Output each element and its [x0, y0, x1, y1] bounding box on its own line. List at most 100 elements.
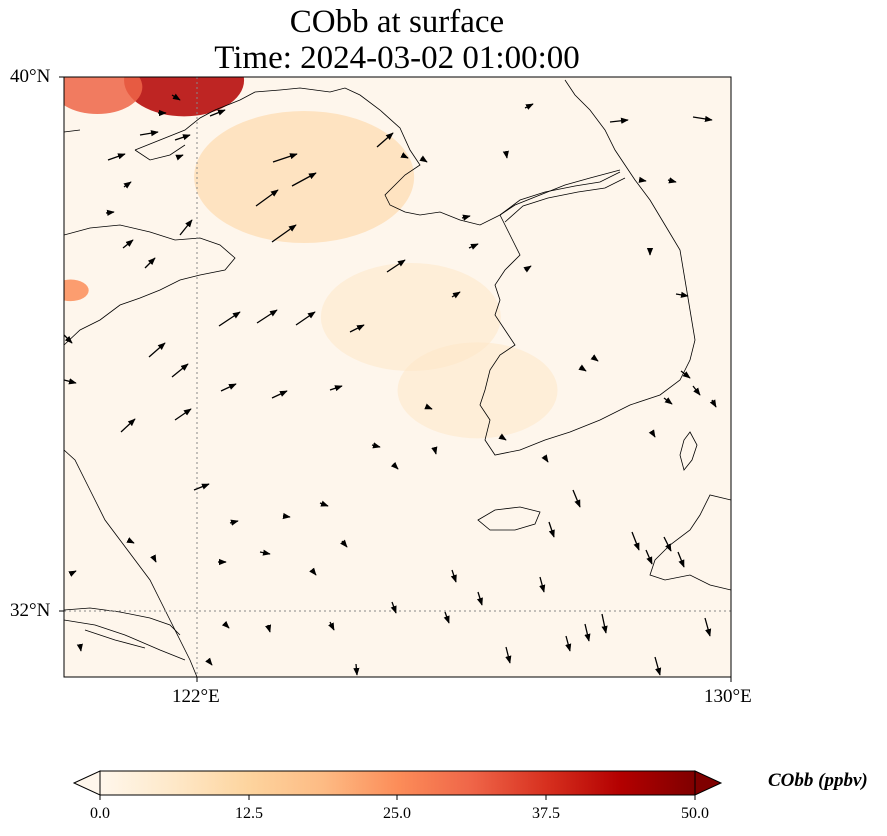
map-plot-area — [64, 77, 731, 677]
wind-vector-arrow — [68, 570, 77, 577]
lat-label-32: 32°N — [10, 600, 51, 621]
wind-vector-arrow — [565, 635, 572, 652]
wind-vector-arrow — [255, 189, 279, 207]
wind-vector-arrow — [667, 177, 677, 184]
concentration-hotspot — [124, 77, 245, 117]
wind-vector-arrow — [450, 569, 457, 583]
wind-vector-arrow — [148, 342, 166, 358]
wind-vector-arrow — [601, 613, 608, 634]
wind-vector-arrow — [282, 512, 291, 520]
wind-vector-arrow — [291, 172, 317, 187]
wind-vector-arrow — [179, 219, 193, 236]
wind-vector-arrow — [122, 239, 134, 249]
wind-vector-arrow — [609, 117, 629, 124]
colorbar-tick-3: 37.5 — [532, 805, 560, 822]
lat-label-40: 40°N — [10, 66, 51, 87]
wind-vector-arrow — [638, 176, 647, 183]
wind-vector-arrow — [476, 591, 483, 606]
wind-vector-arrow — [64, 334, 73, 344]
wind-vector-arrow — [692, 385, 701, 396]
wind-vector-arrow — [443, 611, 450, 624]
axis-ticks — [59, 76, 732, 682]
wind-vector-arrow — [390, 461, 399, 470]
wind-vector-arrow — [174, 134, 191, 141]
wind-vector-arrow — [654, 656, 662, 676]
wind-vector-arrow — [451, 291, 461, 299]
wind-vector-arrow — [680, 370, 691, 379]
wind-vector-arrow — [663, 536, 672, 552]
concentration-hotspot — [320, 263, 501, 371]
title-line2: Time: 2024-03-02 01:00:00 — [214, 40, 580, 76]
wind-vector-arrow — [468, 243, 479, 250]
wind-vector-arrow — [150, 554, 157, 563]
colorbar-tick-1: 12.5 — [235, 805, 263, 822]
wind-vector-arrow — [221, 620, 230, 629]
wind-vector-arrow — [648, 429, 656, 438]
wind-vector-arrow — [139, 130, 159, 137]
wind-vector-arrow — [431, 446, 438, 455]
wind-vector-arrow — [309, 567, 317, 576]
wind-vector-arrow — [675, 291, 689, 298]
colorbar-label: CObb (ppbv) — [768, 770, 868, 791]
wind-vector-arrow — [272, 153, 298, 163]
wind-vector-arrow — [578, 364, 587, 372]
wind-vector-arrow — [541, 454, 549, 463]
concentration-hotspot — [64, 77, 143, 114]
colorbar-over-extend — [694, 770, 723, 796]
wind-vector-arrow — [692, 115, 713, 122]
wind-vector-arrow — [523, 265, 532, 273]
wind-vector-arrow — [376, 132, 394, 148]
wind-vector-arrow — [205, 657, 213, 666]
wind-vector-arrow — [498, 433, 507, 441]
wind-vector-arrow — [371, 442, 381, 449]
wind-vector-arrow — [175, 154, 184, 161]
wind-vector-arrow — [353, 663, 360, 676]
colorbar-tick-2: 25.0 — [383, 805, 411, 822]
concentration-hotspot — [194, 111, 415, 243]
wind-vector-arrow — [590, 354, 599, 362]
wind-vector-arrow — [329, 385, 343, 392]
colorbar-tick-4: 50.0 — [681, 805, 709, 822]
map-frame — [63, 76, 732, 678]
concentration-hotspot — [64, 279, 89, 302]
wind-vector-arrow — [524, 103, 534, 110]
wind-vector-arrow — [677, 551, 685, 568]
wind-vector-arrow — [386, 259, 406, 273]
wind-vector-arrow — [107, 153, 126, 161]
wind-vectors — [64, 93, 717, 676]
wind-vector-arrow — [259, 549, 271, 556]
wind-vector-arrow — [400, 152, 409, 159]
wind-vector-arrow — [171, 93, 181, 101]
wind-vector-arrow — [120, 418, 136, 433]
wind-vector-arrow — [572, 489, 581, 508]
colorbar — [72, 770, 723, 800]
wind-vector-arrow — [340, 539, 348, 548]
wind-vector-arrow — [319, 500, 329, 507]
wind-vector-arrow — [256, 309, 278, 324]
wind-vector-arrow — [144, 257, 156, 269]
wind-vector-arrow — [645, 549, 653, 565]
wind-vector-arrow — [229, 519, 239, 526]
wind-vector-arrow — [295, 311, 316, 326]
lon-label-122: 122°E — [172, 686, 220, 707]
map-title: CObb at surface Time: 2024-03-02 01:00:0… — [63, 4, 731, 76]
wind-vector-arrow — [502, 150, 509, 159]
wind-vector-arrow — [209, 109, 226, 117]
concentration-hotspot — [397, 342, 558, 439]
wind-vector-arrow — [584, 623, 591, 642]
lon-label-130: 130°E — [704, 686, 752, 707]
coastlines — [64, 79, 731, 677]
wind-vector-arrow — [76, 643, 83, 652]
wind-vector-arrow — [105, 209, 115, 216]
wind-vector-arrow — [271, 390, 288, 399]
wind-vector-arrow — [505, 646, 512, 664]
wind-vector-arrow — [419, 155, 428, 163]
gridlines — [64, 77, 731, 677]
colorbar-gradient — [99, 770, 696, 796]
wind-vector-arrow — [271, 224, 297, 243]
wind-vector-arrow — [704, 617, 712, 637]
wind-vector-arrow — [349, 324, 365, 333]
wind-vector-arrow — [265, 624, 272, 633]
wind-vector-arrow — [220, 383, 237, 392]
